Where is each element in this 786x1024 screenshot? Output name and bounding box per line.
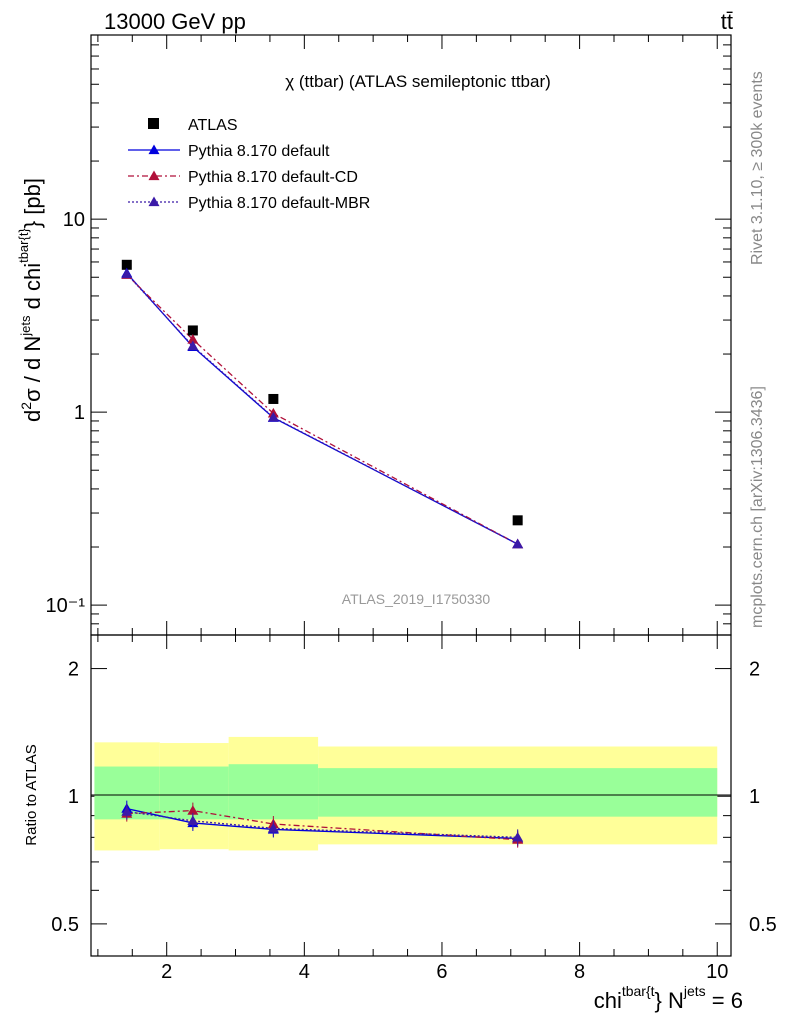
main-panel-frame [90, 34, 732, 636]
x-tick-label-3: 8 [574, 961, 585, 983]
chart-title: χ (ttbar) (ATLAS semileptonic ttbar) [285, 72, 551, 91]
ratio-y-tick-labels: 0.5 0.5 1 1 2 2 [51, 659, 777, 936]
ratio-marker-2-3 [512, 831, 524, 842]
ratio-ytick-label-right-0: 0.5 [749, 914, 777, 936]
main-marker-0-0 [121, 259, 132, 270]
main-line-2 [126, 274, 518, 545]
ratio-ytick-label-left-1: 1 [68, 786, 79, 808]
ratio-uncertainty-bands [94, 736, 718, 851]
main-marker-3-2 [267, 411, 279, 422]
ratio-marker-2-2 [267, 822, 279, 833]
ratio-y-axis-label: Ratio to ATLAS [23, 744, 40, 845]
main-y-axis-label: d2σ / d Njets d chitbar{t}} [pb] [16, 178, 45, 422]
main-marker-2-1 [187, 333, 199, 344]
rivet-label: Rivet 3.1.10, ≥ 300k events [749, 71, 766, 265]
ratio-marker-1-1 [187, 805, 199, 815]
main-marker-0-2 [268, 393, 279, 404]
main-series-markers [121, 259, 524, 549]
main-marker-3-3 [512, 538, 524, 549]
main-marker-3-0 [121, 268, 133, 279]
legend-marker-0 [148, 118, 159, 129]
x-tick-label-2: 6 [436, 961, 447, 983]
ratio-ytick-label-right-1: 1 [749, 786, 760, 808]
legend: ATLAS Pythia 8.170 default Pythia 8.170 de… [128, 117, 370, 212]
legend-label-2: Pythia 8.170 default-CD [188, 169, 358, 186]
main-ytick-label-0: 10⁻¹ [46, 595, 86, 617]
legend-marker-1 [148, 144, 160, 155]
main-axis-ticks [91, 34, 731, 956]
ratio-series-markers [121, 800, 524, 848]
main-line-1 [126, 272, 518, 545]
ratio-band-inner-3 [318, 768, 718, 817]
mcplots-label: mcplots.cern.ch [arXiv:1306.3436] [749, 386, 766, 628]
analysis-watermark: ATLAS_2019_I1750330 [342, 591, 491, 607]
legend-label-3: Pythia 8.170 default-MBR [188, 195, 370, 212]
ratio-band-inner-2 [228, 764, 319, 820]
ratio-series-lines [126, 807, 518, 841]
main-marker-0-3 [512, 515, 523, 526]
y-axis-label-text: d2σ / d Njets d chitbar{t}} [pb] [16, 178, 45, 422]
x-tick-label-0: 2 [161, 961, 172, 983]
main-marker-0-1 [187, 325, 198, 336]
main-marker-3-1 [187, 340, 199, 351]
main-ytick-label-1: 1 [74, 402, 85, 424]
process-label: tt̄ [721, 9, 733, 34]
main-y-tick-labels: 10⁻¹ 1 10 [46, 209, 86, 617]
legend-label-0: ATLAS [188, 117, 238, 134]
ratio-ytick-label-right-2: 2 [749, 659, 760, 681]
legend-label-1: Pythia 8.170 default [188, 143, 330, 160]
main-series-lines [126, 272, 518, 545]
energy-label: 13000 GeV pp [104, 9, 246, 34]
ratio-marker-2-0 [121, 806, 133, 816]
ratio-panel-frame [90, 634, 732, 957]
ratio-line-1 [126, 809, 518, 841]
main-ytick-label-2: 10 [63, 209, 85, 231]
x-tick-label-4: 10 [706, 961, 728, 983]
legend-marker-3 [148, 196, 160, 207]
legend-marker-2 [148, 170, 160, 181]
x-tick-labels: 2 4 6 8 10 [161, 961, 728, 983]
x-tick-label-1: 4 [299, 961, 310, 983]
x-axis-label: chitbar{t} Njets = 6 [594, 983, 743, 1013]
main-line-3 [126, 273, 518, 545]
ratio-ytick-label-left-2: 2 [68, 659, 79, 681]
ratio-line-2 [126, 810, 518, 838]
ratio-ytick-label-left-0: 0.5 [51, 914, 79, 936]
ratio-marker-2-1 [187, 815, 199, 825]
